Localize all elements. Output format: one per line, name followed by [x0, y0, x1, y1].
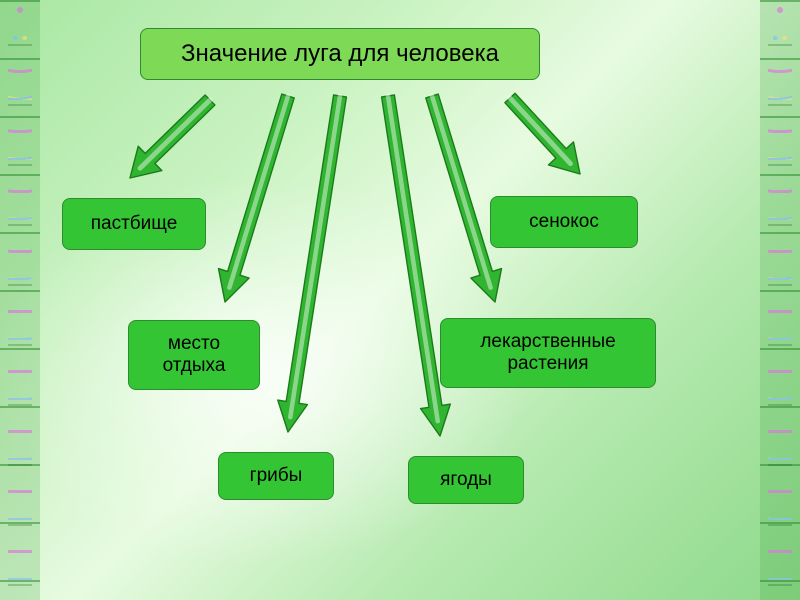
- arrow-to-berries: [382, 95, 451, 436]
- arrow-to-haymaking: [505, 93, 580, 174]
- arrow-to-pasture: [130, 95, 215, 178]
- node-pasture: пастбище: [62, 198, 206, 250]
- diagram-canvas: Значение луга для человека пастбище сенок…: [0, 0, 800, 600]
- arrow-to-rest: [219, 94, 295, 302]
- arrow-highlight-mushrooms: [290, 96, 340, 417]
- arrows-layer: [0, 0, 800, 600]
- arrow-to-mushrooms: [278, 95, 347, 432]
- node-medicinal: лекарственные растения: [440, 318, 656, 388]
- node-mushrooms: грибы: [218, 452, 334, 500]
- diagram-title: Значение луга для человека: [140, 28, 540, 80]
- arrow-highlight-pasture: [140, 100, 210, 168]
- node-rest: место отдыха: [128, 320, 260, 390]
- arrow-highlight-rest: [229, 96, 288, 288]
- arrow-to-medicinal: [426, 94, 502, 302]
- node-berries: ягоды: [408, 456, 524, 504]
- decorative-border-right: [760, 0, 800, 600]
- arrow-highlight-medicinal: [432, 96, 491, 288]
- arrow-highlight-haymaking: [510, 98, 571, 164]
- arrow-highlight-berries: [388, 96, 438, 421]
- node-haymaking: сенокос: [490, 196, 638, 248]
- decorative-border-left: [0, 0, 40, 600]
